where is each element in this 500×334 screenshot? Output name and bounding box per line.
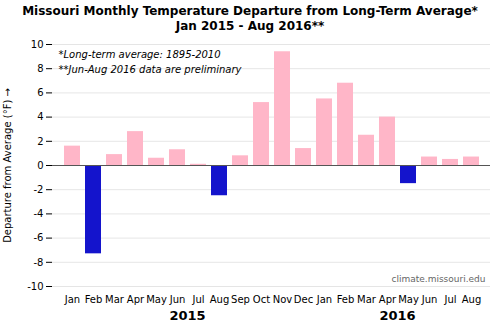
svg-text:Jul: Jul	[191, 294, 204, 305]
svg-text:Sep: Sep	[231, 294, 250, 305]
svg-text:-10: -10	[27, 281, 43, 292]
svg-text:2015: 2015	[169, 308, 205, 323]
svg-text:Aug: Aug	[462, 294, 482, 305]
svg-text:4: 4	[37, 111, 43, 122]
svg-text:Apr: Apr	[379, 294, 397, 305]
svg-text:climate.missouri.edu: climate.missouri.edu	[391, 274, 485, 284]
svg-text:Apr: Apr	[127, 294, 145, 305]
svg-text:8: 8	[37, 63, 43, 74]
svg-text:Mar: Mar	[105, 294, 125, 305]
svg-text:Departure from Average (°F) →: Departure from Average (°F) →	[2, 88, 13, 243]
svg-text:0: 0	[37, 160, 43, 171]
svg-text:**Jun-Aug 2016 data are prelim: **Jun-Aug 2016 data are preliminary	[59, 64, 243, 75]
svg-text:Jan: Jan	[316, 294, 332, 305]
svg-text:2016: 2016	[379, 308, 415, 323]
svg-text:2: 2	[37, 136, 43, 147]
svg-text:10: 10	[31, 39, 44, 50]
svg-text:Nov: Nov	[273, 294, 293, 305]
svg-text:*Long-term average: 1895-2010: *Long-term average: 1895-2010	[59, 49, 221, 60]
svg-text:May: May	[398, 294, 419, 305]
svg-text:Feb: Feb	[337, 294, 355, 305]
svg-text:-4: -4	[34, 208, 44, 219]
svg-text:Aug: Aug	[210, 294, 230, 305]
svg-text:-8: -8	[34, 257, 44, 268]
svg-text:Feb: Feb	[85, 294, 103, 305]
svg-text:Jul: Jul	[443, 294, 456, 305]
svg-text:Mar: Mar	[357, 294, 377, 305]
svg-text:-6: -6	[34, 232, 44, 243]
svg-text:-2: -2	[34, 184, 44, 195]
html-text:Jan 2015 - Aug 2016**: Jan 2015 - Aug 2016**	[175, 19, 325, 33]
svg-text:Jun: Jun	[169, 294, 186, 305]
svg-text:May: May	[146, 294, 167, 305]
svg-text:Dec: Dec	[294, 294, 313, 305]
svg-text:Jan: Jan	[64, 294, 80, 305]
svg-text:Jun: Jun	[421, 294, 438, 305]
svg-text:Oct: Oct	[253, 294, 270, 305]
svg-text:6: 6	[37, 87, 43, 98]
html-text:Missouri Monthly Temperature D: Missouri Monthly Temperature Departure f…	[22, 4, 478, 18]
